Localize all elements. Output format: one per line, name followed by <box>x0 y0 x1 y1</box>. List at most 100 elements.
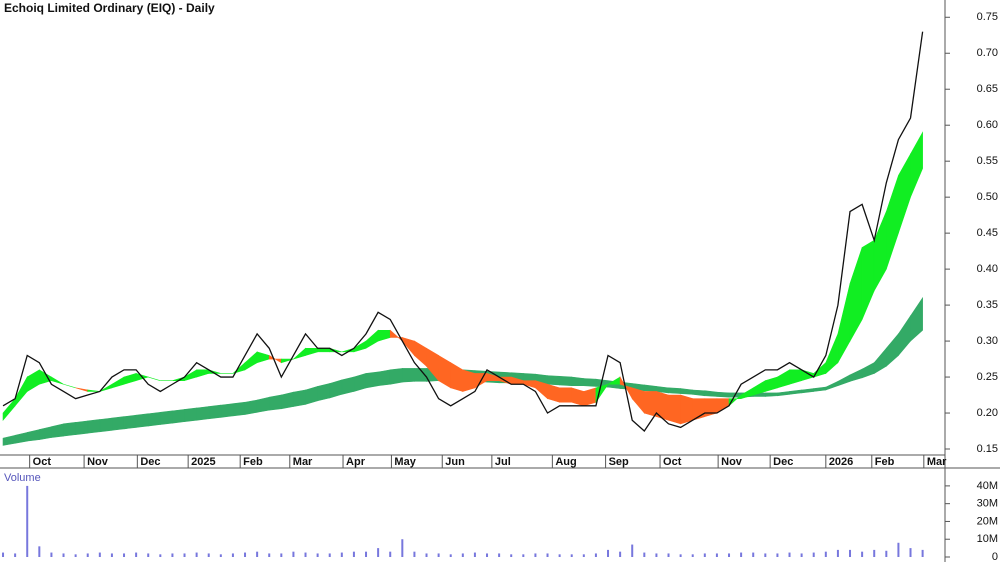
ribbon-segment <box>256 396 270 413</box>
volume-bar <box>401 539 404 557</box>
volume-bar <box>558 554 561 557</box>
volume-bar <box>885 550 888 557</box>
volume-bar <box>98 552 101 557</box>
ribbon-segment <box>232 401 246 417</box>
x-tick-label: Mar <box>927 456 947 468</box>
ribbon-segment <box>668 387 681 394</box>
x-tick-label: Oct <box>663 456 682 468</box>
volume-bar <box>582 554 585 557</box>
y-tick-label: 0.15 <box>977 443 998 455</box>
volume-bar <box>413 551 416 557</box>
x-tick-label: Feb <box>875 456 895 468</box>
volume-bar <box>147 553 150 557</box>
ribbon-segment <box>220 403 234 418</box>
volume-bar <box>2 552 5 557</box>
volume-bar <box>86 553 89 557</box>
volume-bar <box>437 553 440 557</box>
volume-bar <box>26 485 29 557</box>
volume-bar <box>812 552 815 557</box>
volume-bar <box>74 554 77 557</box>
y-tick-label: 10M <box>977 533 998 545</box>
x-tick-label: Dec <box>140 456 160 468</box>
ribbon-segment <box>293 389 306 407</box>
volume-bar <box>377 548 380 557</box>
ribbon-segment <box>268 394 282 411</box>
volume-bar <box>715 553 718 557</box>
ribbon-segment <box>668 394 681 425</box>
ribbon-segment <box>910 131 923 198</box>
x-tick-label: Dec <box>773 456 793 468</box>
ribbon-segment <box>87 389 100 392</box>
y-tick-label: 30M <box>977 498 998 510</box>
volume-bar <box>691 554 694 557</box>
volume-bar <box>861 551 864 557</box>
volume-bar <box>800 553 803 557</box>
x-tick-label: Mar <box>293 456 313 468</box>
volume-bar <box>244 552 247 557</box>
y-tick-label: 0.35 <box>977 299 998 311</box>
volume-bar <box>667 553 670 557</box>
ribbon-segment <box>680 394 694 425</box>
y-tick-label: 0.60 <box>977 119 998 131</box>
volume-bar <box>728 553 731 557</box>
volume-bar <box>921 549 924 557</box>
volume-bar <box>522 554 525 557</box>
volume-bar <box>764 553 767 557</box>
x-tick-label: Jul <box>495 456 511 468</box>
volume-bar <box>171 553 174 557</box>
volume-bar <box>740 552 743 557</box>
volume-bar <box>631 544 634 557</box>
volume-bar <box>776 553 779 557</box>
volume-bar <box>473 552 476 557</box>
volume-bar <box>607 549 610 557</box>
volume-bar <box>389 551 392 557</box>
volume-bar <box>897 542 900 557</box>
volume-bar <box>231 553 234 557</box>
volume-bar <box>909 548 912 557</box>
ribbon-segment <box>765 392 778 397</box>
volume-bar <box>256 551 259 557</box>
ribbon-segment <box>365 371 379 389</box>
y-tick-label: 0.25 <box>977 371 998 383</box>
ribbon-segment <box>123 414 137 430</box>
y-tick-label: 0.70 <box>977 47 998 59</box>
volume-bar <box>619 551 622 557</box>
ribbon-segment <box>583 378 597 387</box>
price-line <box>2 31 924 433</box>
ribbon-segment <box>63 422 76 437</box>
x-tick-label: Nov <box>721 456 743 468</box>
volume-bar <box>280 553 283 557</box>
volume-bar <box>643 552 646 557</box>
volume-title: Volume <box>4 472 41 484</box>
volume-bar <box>159 554 162 557</box>
ribbon-segment <box>196 406 210 421</box>
ribbon-segment <box>244 399 258 415</box>
volume-bar <box>425 553 428 557</box>
x-tick-label: Apr <box>346 456 366 468</box>
ribbon-segment <box>644 384 657 392</box>
volume-bar <box>62 553 65 557</box>
volume-bar <box>498 553 501 557</box>
ribbon-segment <box>910 296 923 342</box>
ribbon-segment <box>547 375 560 386</box>
ribbon-segment <box>716 391 730 398</box>
y-tick-label: 0.40 <box>977 263 998 275</box>
volume-bar <box>788 552 791 557</box>
x-tick-label: Aug <box>555 456 576 468</box>
volume-bar <box>183 553 186 557</box>
volume-bar <box>304 552 307 557</box>
volume-bar <box>461 553 464 557</box>
volume-bar <box>824 551 827 557</box>
volume-bar <box>352 551 355 557</box>
y-tick-label: 40M <box>977 480 998 492</box>
volume-bar <box>110 553 113 557</box>
volume-bar <box>703 553 706 557</box>
ribbon-segment <box>559 387 573 403</box>
ribbon-segment <box>571 376 585 386</box>
ribbon-segment <box>184 407 197 423</box>
y-tick-label: 0.55 <box>977 155 998 167</box>
volume-bar <box>752 552 755 557</box>
